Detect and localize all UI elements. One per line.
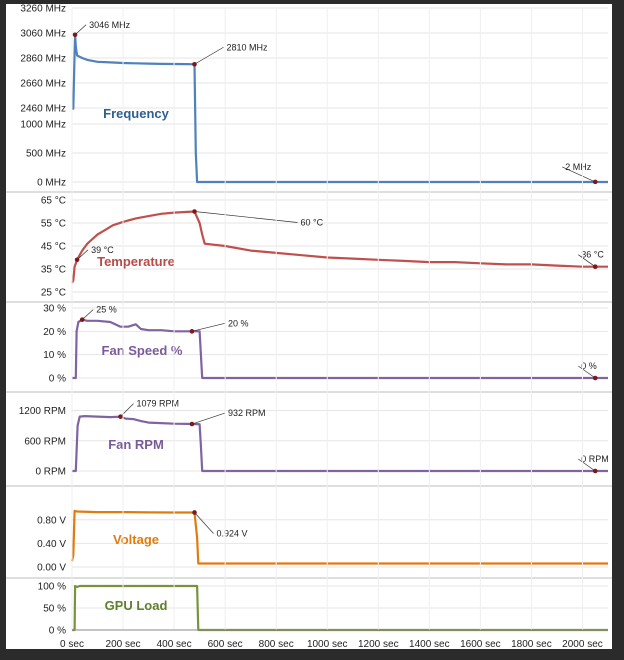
y-tick-label: 2860 MHz <box>20 54 66 65</box>
y-tick-label: 25 °C <box>41 288 66 299</box>
y-tick-label: 100 % <box>38 582 66 593</box>
x-tick-label: 1200 sec <box>358 639 399 650</box>
annotation-leader <box>578 254 596 267</box>
panel-fanrpm: 0 RPM 600 RPM 1200 RPM Fan RPM 1079 RPM 932 R… <box>6 399 612 487</box>
panel-title-gpuload: GPU Load <box>105 598 168 613</box>
panel-title-temperature: Temperature <box>97 254 175 269</box>
panel-title-frequency: Frequency <box>103 106 170 121</box>
y-tick-label: 45 °C <box>41 242 66 253</box>
y-tick-label: 10 % <box>43 350 66 361</box>
y-tick-label: 20 % <box>43 327 66 338</box>
annotation-leader <box>74 24 87 36</box>
annotation-leader <box>194 211 298 223</box>
x-tick-label: 1400 sec <box>409 639 450 650</box>
annotation-marker <box>189 421 195 427</box>
y-tick-label: 2460 MHz <box>20 104 66 115</box>
y-tick-label: 0 % <box>49 626 66 637</box>
annotation-leader <box>81 309 94 320</box>
y-tick-label: 55 °C <box>41 219 66 230</box>
y-tick-label: 2660 MHz <box>20 79 66 90</box>
y-tick-label: 0.80 V <box>37 515 66 526</box>
y-tick-label: 65 °C <box>41 196 66 207</box>
annotation-label: 2810 MHz <box>227 42 269 52</box>
annotation-marker <box>74 257 80 263</box>
x-tick-label: 1800 sec <box>511 639 552 650</box>
y-tick-label: 1000 MHz <box>20 120 66 131</box>
annotation-marker <box>592 264 598 270</box>
annotation-leader <box>578 458 596 472</box>
annotation-marker <box>118 414 123 419</box>
annotation-marker <box>192 61 197 67</box>
annotation-marker <box>189 329 195 334</box>
y-tick-label: 30 % <box>43 304 66 315</box>
annotation-leader <box>562 166 596 183</box>
annotation-leader <box>191 412 226 425</box>
x-tick-label: 1000 sec <box>307 639 348 650</box>
y-tick-label: 500 MHz <box>26 149 66 160</box>
chart-background <box>6 4 612 649</box>
annotation-marker <box>192 510 197 515</box>
series-line-frequency <box>72 33 608 184</box>
y-tick-label: 3260 MHz <box>20 4 66 15</box>
annotation-label: 1079 RPM <box>136 399 179 409</box>
y-tick-label: 35 °C <box>41 265 66 276</box>
x-tick-label: 2000 sec <box>562 639 603 650</box>
annotation-leader <box>76 249 89 261</box>
x-tick-label: 600 sec <box>208 639 243 650</box>
y-tick-label: 0.00 V <box>37 563 66 574</box>
annotation-leader <box>191 322 226 332</box>
y-tick-label: 50 % <box>43 604 66 615</box>
annotation-label: 0 RPM <box>581 454 609 464</box>
y-tick-label: 0.40 V <box>37 539 66 550</box>
x-tick-label: 0 sec <box>60 639 84 650</box>
y-tick-label: 3060 MHz <box>20 29 66 40</box>
annotation-marker <box>592 468 598 474</box>
x-tick-label: 200 sec <box>106 639 141 650</box>
annotation-marker <box>192 209 197 214</box>
y-tick-label: 600 RPM <box>24 436 66 447</box>
series-line-voltage <box>70 509 608 565</box>
annotation-marker <box>72 32 78 38</box>
annotation-label: 2 MHz <box>565 162 592 172</box>
y-tick-label: 1200 RPM <box>19 406 66 417</box>
panel-fanspeed: 0 % 10 % 20 % 30 % Fan Speed % 25 % 20 % 0 % <box>6 304 612 393</box>
annotation-label: 3046 MHz <box>89 20 131 30</box>
x-tick-label: 800 sec <box>259 639 294 650</box>
y-tick-label: 0 RPM <box>35 467 66 478</box>
panel-title-fanrpm: Fan RPM <box>108 437 164 452</box>
x-tick-label: 400 sec <box>157 639 192 650</box>
annotation-label: 39 °C <box>91 245 114 255</box>
y-tick-label: 0 % <box>49 374 66 385</box>
panel-title-fanspeed: Fan Speed % <box>102 343 183 358</box>
annotation-leader <box>194 512 214 534</box>
annotation-label: 25 % <box>96 305 117 315</box>
annotation-marker <box>592 179 598 185</box>
annotation-leader <box>578 365 596 379</box>
x-axis: 0 sec 200 sec 400 sec 600 sec 800 sec 1000 se… <box>60 8 608 650</box>
y-tick-label: 0 MHz <box>37 178 66 189</box>
series-line-fanrpm <box>72 415 608 473</box>
panel-title-voltage: Voltage <box>113 532 159 547</box>
annotation-label: 0.924 V <box>217 528 248 538</box>
series-line-temperature <box>71 210 608 284</box>
annotation-leader <box>194 46 224 65</box>
annotation-marker <box>592 375 598 381</box>
x-tick-label: 1600 sec <box>460 639 501 650</box>
annotation-label: 20 % <box>228 318 249 328</box>
annotation-label: 36 °C <box>581 250 604 260</box>
annotation-marker <box>79 317 85 322</box>
annotation-label: 932 RPM <box>228 408 266 418</box>
annotation-label: 0 % <box>581 361 597 371</box>
annotation-label: 60 °C <box>301 218 324 228</box>
panel-voltage: 0.00 V 0.40 V 0.80 V Voltage 0.924 V <box>6 508 612 579</box>
